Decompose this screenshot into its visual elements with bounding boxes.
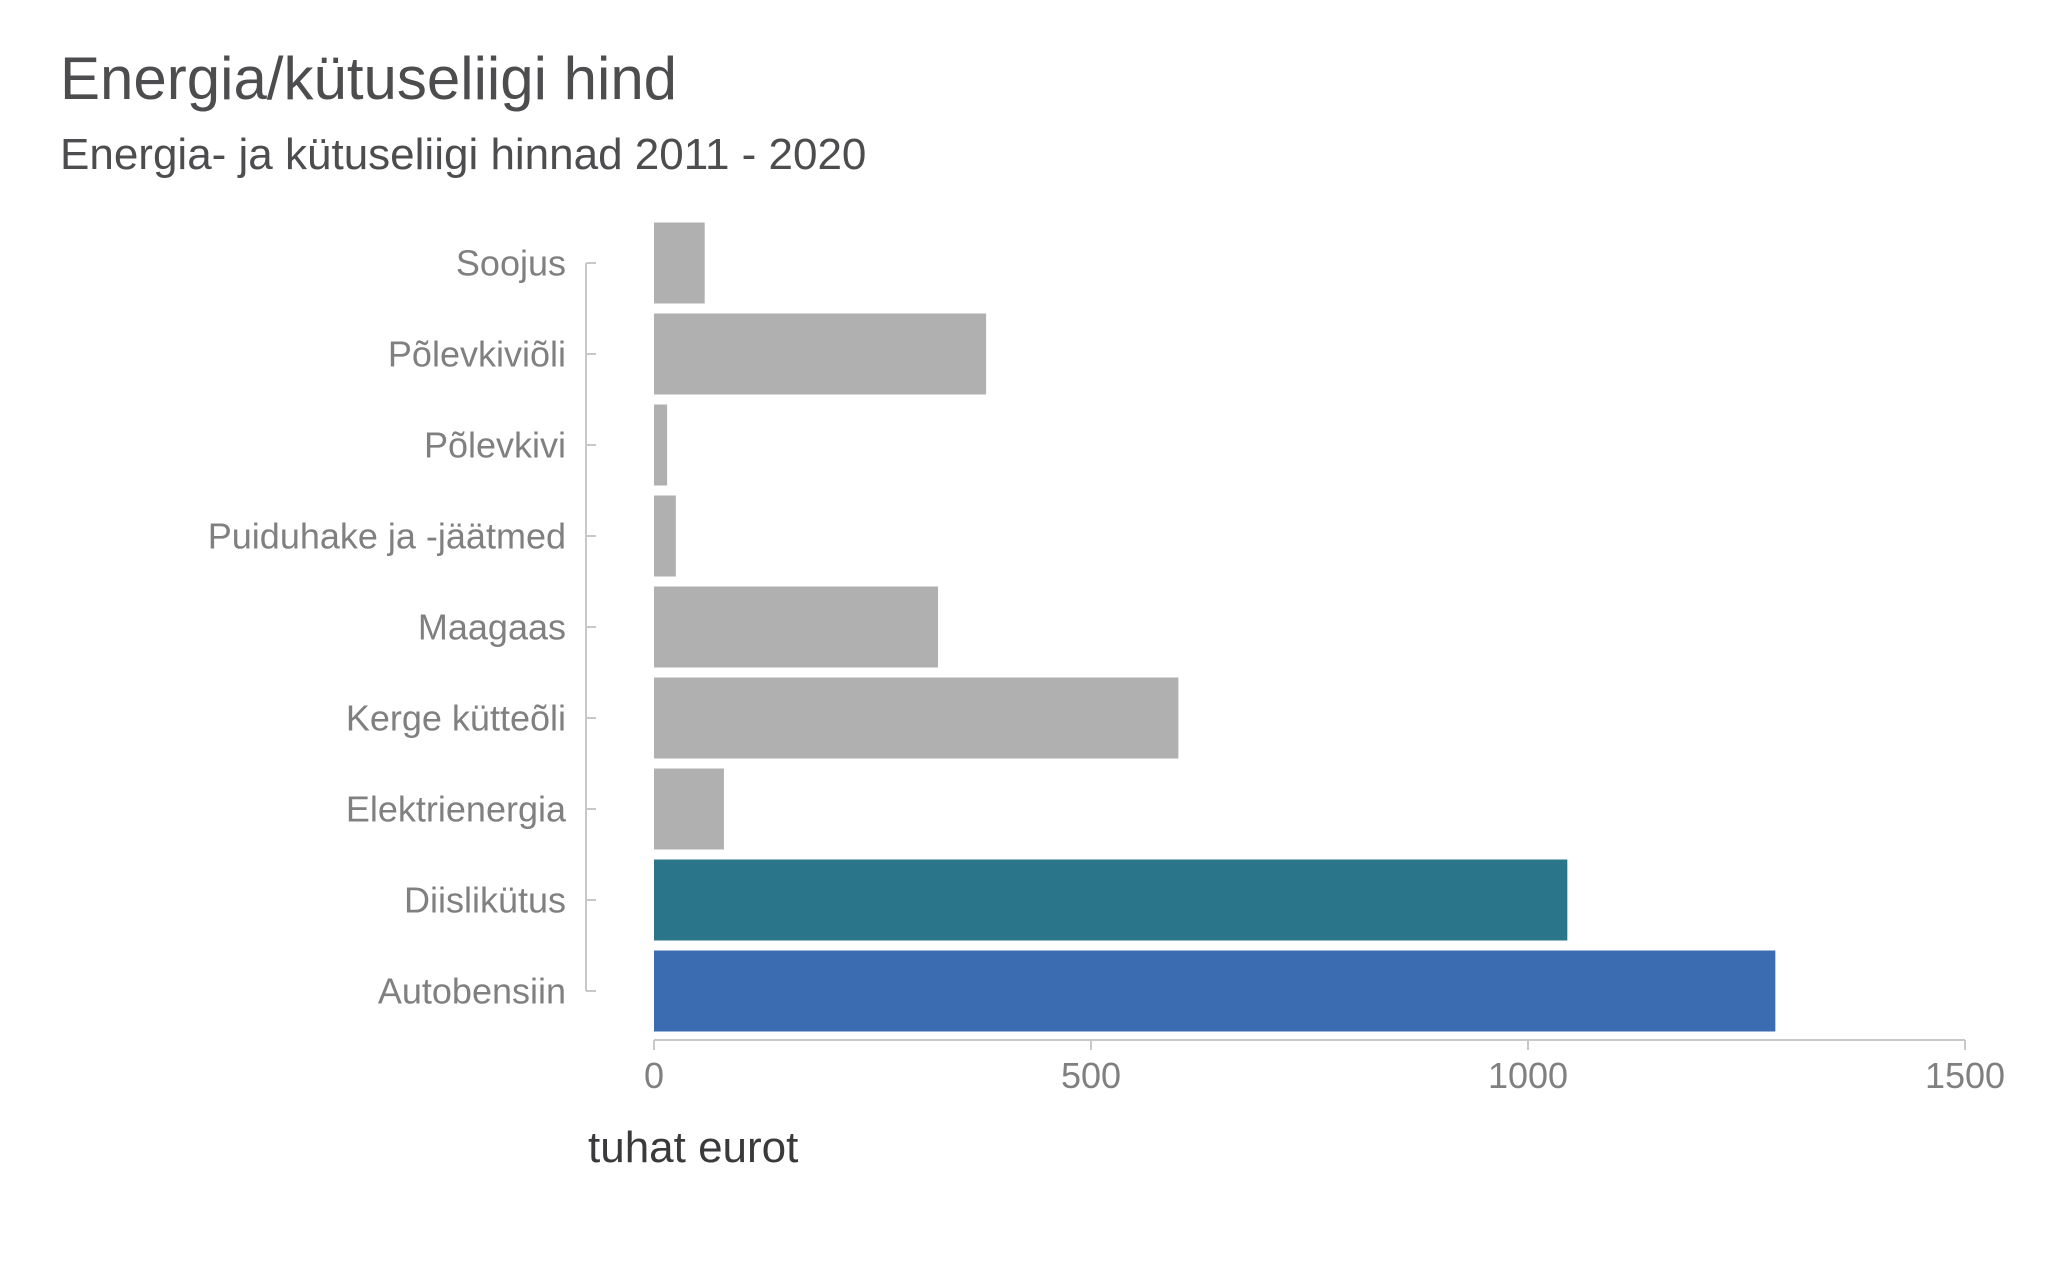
category-label: Põlevkivi: [424, 425, 566, 466]
bar: [654, 222, 705, 304]
category-label: Autobensiin: [378, 971, 566, 1012]
x-tick-label: 500: [1061, 1055, 1121, 1096]
bar: [654, 313, 987, 395]
bars: [654, 222, 1776, 1032]
chart-subtitle: Energia- ja kütuseliigi hinnad 2011 - 20…: [60, 130, 867, 179]
bar: [654, 677, 1179, 759]
x-tick-label: 0: [644, 1055, 664, 1096]
x-axis: 0 500 1000 1500: [644, 1039, 2005, 1096]
chart-title: Energia/kütuseliigi hind: [60, 45, 678, 112]
category-label: Põlevkiviõli: [388, 334, 566, 375]
bar: [654, 404, 668, 486]
bar: [654, 859, 1568, 941]
bar: [654, 950, 1776, 1032]
category-label: Elektrienergia: [346, 789, 567, 830]
category-label: Soojus: [456, 243, 566, 284]
x-tick-label: 1500: [1925, 1055, 2005, 1096]
bar: [654, 586, 939, 668]
category-label: Diislikütus: [404, 880, 566, 921]
category-label: Puiduhake ja -jäätmed: [208, 516, 566, 557]
x-axis-title: tuhat eurot: [588, 1123, 798, 1172]
y-axis: Soojus Põlevkiviõli Põlevkivi Puiduhake ja …: [208, 243, 596, 1012]
x-tick-label: 1000: [1488, 1055, 1568, 1096]
bar: [654, 768, 724, 850]
bar: [654, 495, 676, 577]
category-label: Kerge kütteõli: [346, 698, 566, 739]
category-label: Maagaas: [418, 607, 566, 648]
